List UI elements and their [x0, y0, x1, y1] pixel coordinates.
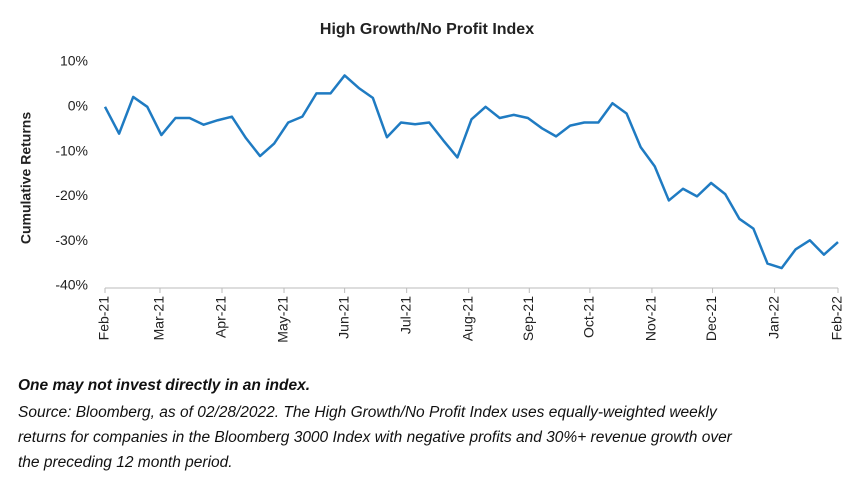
- x-tick-label: Jan-22: [765, 296, 781, 339]
- x-tick-label: Nov-21: [643, 296, 659, 341]
- y-tick-label: -40%: [55, 277, 88, 293]
- note: returns for companies in the Bloomberg 3…: [18, 429, 732, 446]
- x-tick-label: May-21: [275, 296, 291, 343]
- x-tick-label: Oct-21: [581, 296, 597, 338]
- x-tick-label: Sep-21: [520, 296, 536, 341]
- note: One may not invest directly in an index.: [18, 377, 310, 394]
- x-tick-label: Aug-21: [459, 296, 475, 341]
- y-tick-label: -30%: [55, 232, 88, 248]
- x-tick-label: Jun-21: [335, 296, 351, 339]
- x-tick-label: Apr-21: [213, 296, 229, 338]
- chart: High Growth/No Profit Index Cumulative R…: [18, 21, 845, 343]
- y-tick-label: 0%: [68, 98, 88, 114]
- x-tick-label: Feb-22: [829, 296, 845, 341]
- y-tick-label: -20%: [55, 187, 88, 203]
- y-tick-label: 10%: [60, 53, 88, 69]
- y-axis-label: Cumulative Returns: [18, 112, 34, 244]
- x-tick-label: Jul-21: [397, 296, 413, 334]
- chart-title: High Growth/No Profit Index: [320, 21, 534, 38]
- x-tick-label: Dec-21: [703, 296, 719, 341]
- x-tick-label: Feb-21: [96, 296, 112, 341]
- note: the preceding 12 month period.: [18, 454, 233, 471]
- note: Source: Bloomberg, as of 02/28/2022. The…: [18, 404, 717, 421]
- line: [103, 74, 839, 270]
- x-tick-label: Mar-21: [151, 296, 167, 341]
- y-tick-label: -10%: [55, 142, 88, 158]
